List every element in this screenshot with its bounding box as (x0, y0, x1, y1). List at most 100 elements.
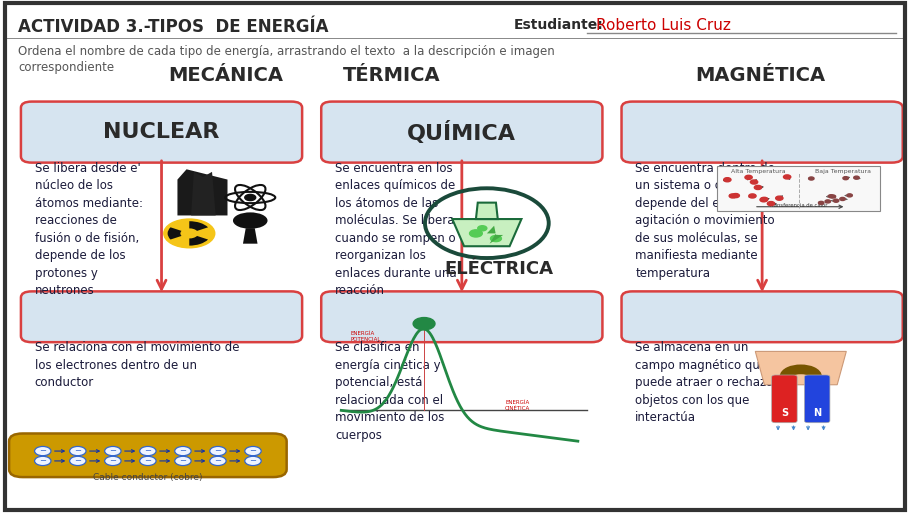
Circle shape (733, 193, 740, 198)
Circle shape (843, 176, 848, 180)
Circle shape (825, 200, 831, 203)
Circle shape (784, 175, 791, 179)
Circle shape (105, 446, 121, 456)
Text: Baja Temperatura: Baja Temperatura (815, 169, 871, 174)
Text: Se libera desde e'
núcleo de los
átomos mediante:
reacciones de
fusión o de fisi: Se libera desde e' núcleo de los átomos … (35, 162, 143, 297)
FancyBboxPatch shape (804, 375, 830, 423)
Circle shape (854, 176, 859, 179)
Circle shape (745, 175, 753, 180)
Circle shape (70, 446, 86, 456)
Wedge shape (189, 236, 208, 246)
Text: Transferencia de calor: Transferencia de calor (769, 203, 828, 208)
FancyBboxPatch shape (321, 102, 602, 163)
Circle shape (760, 198, 767, 202)
FancyBboxPatch shape (622, 102, 903, 163)
Circle shape (490, 235, 501, 242)
Text: −: − (179, 446, 187, 456)
Circle shape (478, 226, 487, 231)
Text: Cable conductor (cobre): Cable conductor (cobre) (93, 473, 203, 483)
Circle shape (35, 457, 51, 466)
Circle shape (723, 177, 731, 182)
Circle shape (245, 194, 256, 201)
Text: Alta Temperatura: Alta Temperatura (732, 169, 786, 174)
Polygon shape (452, 219, 521, 246)
FancyBboxPatch shape (21, 102, 302, 163)
Circle shape (175, 446, 191, 456)
FancyBboxPatch shape (321, 291, 602, 342)
Text: −: − (215, 457, 221, 465)
Text: Se relaciona con el movimiento de
los electrones dentro de un
conductor: Se relaciona con el movimiento de los el… (35, 341, 239, 389)
Polygon shape (243, 228, 258, 244)
Text: Se encuentra en los
enlaces químicos de
los átomos de las
moléculas. Se libera
c: Se encuentra en los enlaces químicos de … (335, 162, 457, 297)
Circle shape (164, 219, 215, 248)
Circle shape (413, 318, 435, 330)
Circle shape (828, 195, 834, 198)
Text: ENERGÍA
CINÉTICA: ENERGÍA CINÉTICA (505, 400, 531, 411)
Polygon shape (177, 169, 228, 215)
Text: −: − (39, 457, 46, 465)
Circle shape (834, 199, 839, 202)
Circle shape (809, 177, 814, 180)
Circle shape (140, 457, 157, 466)
Polygon shape (755, 351, 846, 385)
Circle shape (140, 446, 157, 456)
Text: −: − (249, 457, 257, 465)
Text: −: − (109, 446, 116, 456)
Circle shape (818, 202, 824, 205)
Circle shape (210, 457, 227, 466)
FancyBboxPatch shape (622, 291, 903, 342)
Text: −: − (75, 446, 81, 456)
Text: Estudiante:: Estudiante: (514, 18, 604, 32)
Text: ACTIVIDAD 3.-TIPOS  DE ENERGÍA: ACTIVIDAD 3.-TIPOS DE ENERGÍA (18, 18, 329, 36)
Circle shape (754, 185, 762, 189)
Text: Se encuentra dentro de
un sistema o cuerpo y
depende del estado de
agitación o m: Se encuentra dentro de un sistema o cuer… (635, 162, 775, 280)
Text: −: − (75, 457, 81, 465)
Text: Se clasifica en
energía cinética y
potencial, está
relacionada con el
movimiento: Se clasifica en energía cinética y poten… (335, 341, 444, 442)
Text: ENERGÍA
POTENCIAL: ENERGÍA POTENCIAL (350, 331, 380, 342)
Polygon shape (487, 226, 503, 244)
Circle shape (470, 230, 482, 237)
Wedge shape (167, 227, 182, 240)
Text: −: − (39, 446, 46, 456)
Circle shape (184, 230, 195, 236)
Text: −: − (179, 457, 187, 465)
Text: −: − (215, 446, 221, 456)
Text: NUCLEAR: NUCLEAR (104, 122, 219, 142)
Circle shape (70, 457, 86, 466)
Circle shape (245, 457, 261, 466)
Ellipse shape (233, 212, 268, 229)
Polygon shape (476, 203, 498, 219)
Text: S: S (781, 408, 788, 418)
Circle shape (847, 194, 853, 197)
Circle shape (775, 196, 783, 200)
Text: N: N (814, 408, 821, 418)
Circle shape (729, 194, 736, 198)
Circle shape (751, 180, 758, 184)
FancyBboxPatch shape (9, 433, 287, 477)
Circle shape (35, 446, 51, 456)
Text: ELÉCTRICA: ELÉCTRICA (444, 260, 553, 279)
Text: −: − (109, 457, 116, 465)
FancyBboxPatch shape (772, 375, 797, 423)
Text: Ordena el nombre de cada tipo de energía, arrastrando el texto  a la descripción: Ordena el nombre de cada tipo de energía… (18, 45, 555, 58)
Circle shape (749, 194, 756, 198)
Text: −: − (145, 457, 151, 465)
Circle shape (761, 198, 768, 202)
Text: Roberto Luis Cruz: Roberto Luis Cruz (596, 18, 731, 33)
Wedge shape (189, 221, 208, 231)
Circle shape (175, 457, 191, 466)
Text: correspondiente: correspondiente (18, 61, 115, 73)
Text: QUÍMICA: QUÍMICA (408, 121, 516, 144)
Text: −: − (145, 446, 151, 456)
FancyBboxPatch shape (21, 291, 302, 342)
Text: −: − (249, 446, 257, 456)
FancyBboxPatch shape (717, 166, 880, 211)
Text: TÉRMICA: TÉRMICA (342, 66, 440, 85)
Text: MAGNÉTICA: MAGNÉTICA (695, 66, 824, 85)
Circle shape (840, 198, 845, 201)
Circle shape (105, 457, 121, 466)
Circle shape (210, 446, 227, 456)
Circle shape (245, 446, 261, 456)
Text: MECÁNICA: MECÁNICA (168, 66, 283, 85)
Text: Se almacena en un
campo magnético que
puede atraer o rechazar
objetos con los qu: Se almacena en un campo magnético que pu… (635, 341, 779, 424)
